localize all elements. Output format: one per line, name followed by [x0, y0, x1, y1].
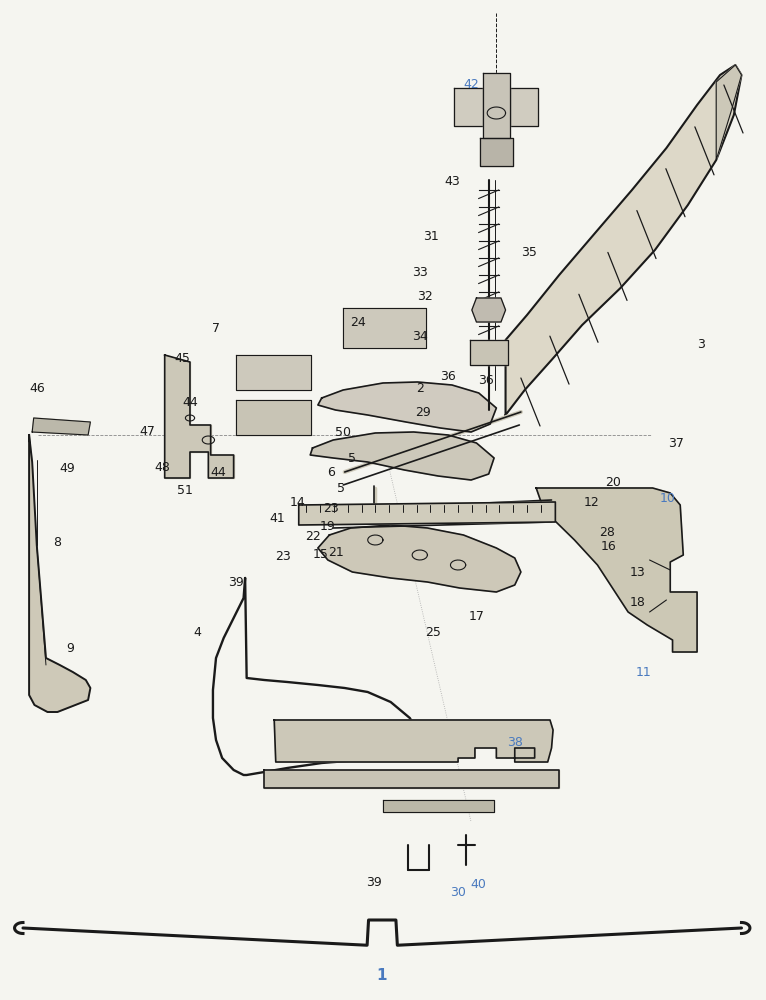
Polygon shape	[383, 800, 494, 812]
Polygon shape	[318, 525, 521, 592]
Polygon shape	[236, 355, 311, 390]
Polygon shape	[716, 65, 741, 160]
Text: 28: 28	[600, 526, 615, 540]
Text: 9: 9	[67, 642, 74, 654]
Text: 5: 5	[337, 482, 345, 494]
Text: 17: 17	[469, 610, 484, 624]
Polygon shape	[470, 340, 508, 365]
Polygon shape	[454, 88, 483, 126]
Polygon shape	[274, 720, 553, 762]
Polygon shape	[318, 382, 496, 432]
Text: 51: 51	[178, 484, 193, 496]
Polygon shape	[536, 488, 697, 652]
Text: 38: 38	[507, 736, 522, 748]
Text: 13: 13	[630, 565, 645, 578]
Text: 25: 25	[425, 626, 440, 640]
Text: 37: 37	[668, 437, 683, 450]
Text: 14: 14	[290, 496, 305, 510]
Text: 33: 33	[412, 265, 427, 278]
Polygon shape	[483, 73, 510, 138]
Text: 35: 35	[521, 245, 536, 258]
Text: 23: 23	[323, 502, 339, 514]
Text: 24: 24	[351, 316, 366, 329]
Text: 44: 44	[182, 395, 198, 408]
Text: 20: 20	[605, 477, 620, 489]
Text: 42: 42	[463, 79, 479, 92]
Text: 7: 7	[212, 322, 220, 335]
Text: 15: 15	[313, 548, 328, 562]
Text: 8: 8	[54, 536, 61, 550]
Text: 44: 44	[211, 466, 226, 479]
Polygon shape	[165, 355, 234, 478]
Text: 31: 31	[423, 231, 438, 243]
Text: 1: 1	[376, 968, 387, 982]
Text: 46: 46	[29, 381, 44, 394]
Polygon shape	[32, 418, 90, 435]
Text: 32: 32	[417, 290, 433, 303]
Polygon shape	[264, 770, 559, 788]
Text: 36: 36	[440, 370, 456, 383]
Text: 47: 47	[139, 425, 155, 438]
Polygon shape	[299, 502, 555, 525]
Text: 18: 18	[630, 595, 645, 608]
Text: 50: 50	[336, 426, 351, 440]
Text: 29: 29	[415, 406, 430, 420]
Text: 5: 5	[349, 452, 356, 464]
Text: 2: 2	[416, 381, 424, 394]
Text: 30: 30	[450, 887, 466, 900]
Text: 21: 21	[328, 546, 343, 560]
Text: 4: 4	[194, 626, 201, 639]
Polygon shape	[236, 400, 311, 435]
Polygon shape	[343, 308, 426, 348]
Text: 22: 22	[305, 530, 320, 544]
Text: 39: 39	[366, 876, 381, 888]
Polygon shape	[29, 435, 90, 712]
Text: 43: 43	[444, 175, 460, 188]
Text: 34: 34	[412, 330, 427, 344]
Polygon shape	[310, 432, 494, 480]
Text: 39: 39	[228, 575, 244, 588]
Text: 12: 12	[584, 496, 599, 510]
Text: 45: 45	[175, 352, 190, 364]
Text: 23: 23	[276, 550, 291, 564]
Text: 16: 16	[601, 540, 617, 554]
Text: 48: 48	[155, 461, 170, 474]
Text: 40: 40	[471, 879, 486, 892]
Text: 10: 10	[660, 491, 676, 504]
Text: 11: 11	[636, 666, 651, 679]
Text: 19: 19	[320, 520, 336, 534]
Polygon shape	[510, 88, 538, 126]
Text: 36: 36	[479, 373, 494, 386]
Text: 41: 41	[270, 512, 285, 524]
Polygon shape	[472, 298, 506, 322]
Polygon shape	[506, 65, 741, 415]
Text: 3: 3	[697, 338, 705, 352]
Text: 49: 49	[60, 462, 75, 475]
Text: 6: 6	[327, 466, 335, 479]
Polygon shape	[480, 138, 513, 166]
